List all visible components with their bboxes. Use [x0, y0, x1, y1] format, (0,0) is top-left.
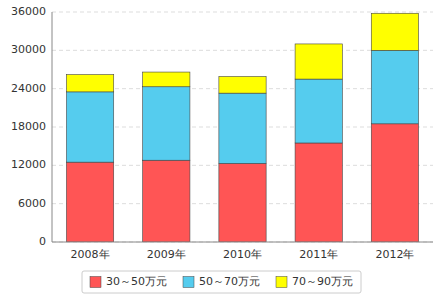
legend-swatch — [90, 277, 101, 288]
legend-item: 70～90万元 — [276, 275, 353, 288]
bar-segment — [219, 77, 266, 94]
y-tick-label: 18000 — [11, 120, 46, 133]
bar-segment — [143, 160, 190, 242]
bar-segment — [371, 50, 418, 123]
bar-segment — [66, 75, 113, 92]
legend-swatch — [276, 277, 287, 288]
legend-swatch — [183, 277, 194, 288]
x-axis-line — [52, 242, 433, 243]
legend-frame — [82, 271, 361, 293]
y-tick-label: 30000 — [11, 43, 46, 56]
chart-svg: 0 6000 12000 18000 24000 30000 36000 2008年 2009年… — [0, 0, 443, 304]
chart-container: 0 6000 12000 18000 24000 30000 36000 2008年 2009年… — [0, 0, 443, 304]
x-tick-label: 2012年 — [375, 248, 414, 261]
grid-line — [52, 242, 433, 243]
plot-background — [52, 12, 433, 242]
bar-segment — [143, 72, 190, 87]
legend-label: 30～50万元 — [106, 275, 167, 288]
legend: 30～50万元 50～70万元 70～90万元 — [82, 271, 361, 293]
y-tick-label: 24000 — [11, 82, 46, 95]
y-tick-label: 36000 — [11, 5, 46, 18]
bar-segment — [295, 79, 342, 143]
legend-label: 50～70万元 — [199, 275, 260, 288]
bar-segment — [143, 87, 190, 160]
bar-segment — [295, 44, 342, 79]
bar-segment — [66, 92, 113, 162]
grid-line — [52, 12, 433, 13]
y-axis-line — [52, 12, 53, 242]
y-tick-label: 12000 — [11, 158, 46, 171]
bar-segment — [66, 162, 113, 242]
legend-label: 70～90万元 — [292, 275, 353, 288]
x-tick-label: 2008年 — [71, 248, 110, 261]
bar-segment — [219, 163, 266, 242]
legend-item: 30～50万元 — [90, 275, 167, 288]
x-tick-label: 2011年 — [299, 248, 338, 261]
x-tick-label: 2010年 — [223, 248, 262, 261]
y-grid — [52, 12, 433, 242]
bars — [66, 13, 418, 242]
legend-item: 50～70万元 — [183, 275, 260, 288]
y-tick-label: 6000 — [18, 197, 46, 210]
bar-segment — [371, 124, 418, 242]
y-tick-label: 0 — [39, 235, 46, 248]
bar-segment — [219, 93, 266, 163]
x-tick-label: 2009年 — [147, 248, 186, 261]
bar-segment — [295, 143, 342, 242]
bar-segment — [371, 13, 418, 50]
